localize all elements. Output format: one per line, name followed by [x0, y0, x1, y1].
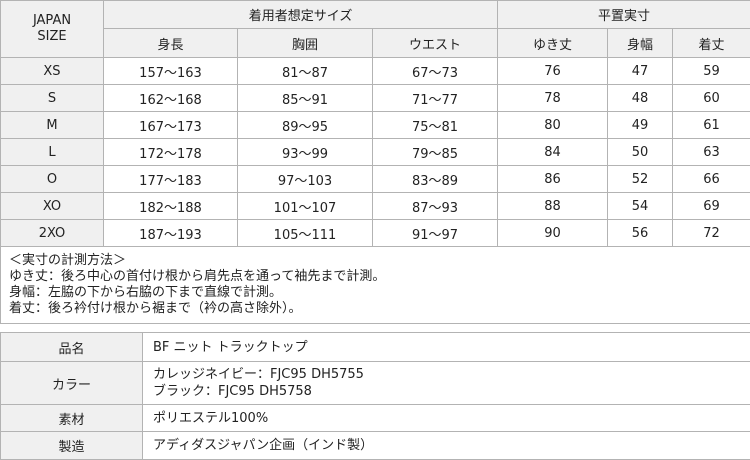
waist-value: 83～89: [373, 166, 498, 193]
height-value: 187～193: [104, 220, 238, 247]
chest-value: 81～87: [238, 58, 373, 85]
size-row-m: M 167～173 89～95 75～81 80 49 61: [1, 112, 750, 139]
body-width-value: 50: [608, 139, 673, 166]
column-header-waist: ウエスト: [373, 29, 498, 58]
column-header-sleeve-length: ゆき丈: [498, 29, 608, 58]
measurement-note-title: ＜実寸の計測方法＞: [9, 253, 742, 269]
product-color-row: カラー カレッジネイビー：FJC95 DH5755 ブラック：FJC95 DH5…: [1, 362, 750, 405]
product-material-label: 素材: [1, 405, 143, 432]
waist-value: 75～81: [373, 112, 498, 139]
size-row-l: L 172～178 93～99 79～85 84 50 63: [1, 139, 750, 166]
measurement-note-line-length: 着丈：後ろ衿付け根から裾まで（衿の高さ除外）。: [9, 301, 742, 317]
sleeve-length-value: 88: [498, 193, 608, 220]
product-color-value: カレッジネイビー：FJC95 DH5755 ブラック：FJC95 DH5758: [143, 362, 750, 405]
height-value: 172～178: [104, 139, 238, 166]
body-width-value: 54: [608, 193, 673, 220]
waist-value: 79～85: [373, 139, 498, 166]
size-chart-header-row-2: 身長 胸囲 ウエスト ゆき丈 身幅 着丈: [1, 29, 750, 58]
size-chart-table: JAPAN SIZE 着用者想定サイズ 平置実寸 身長 胸囲 ウエスト ゆき丈 …: [0, 0, 750, 324]
product-manufacture-row: 製造 アディダスジャパン企画（インド製）: [1, 432, 750, 460]
body-length-value: 61: [673, 112, 750, 139]
height-value: 167～173: [104, 112, 238, 139]
size-row-xo: XO 182～188 101～107 87～93 88 54 69: [1, 193, 750, 220]
wearer-size-group-header: 着用者想定サイズ: [104, 1, 498, 29]
column-header-height: 身長: [104, 29, 238, 58]
sleeve-length-value: 86: [498, 166, 608, 193]
body-length-value: 72: [673, 220, 750, 247]
waist-value: 71～77: [373, 85, 498, 112]
sleeve-length-value: 76: [498, 58, 608, 85]
sleeve-length-value: 84: [498, 139, 608, 166]
size-label: M: [1, 112, 104, 139]
product-color-label: カラー: [1, 362, 143, 405]
chest-value: 101～107: [238, 193, 373, 220]
body-length-value: 66: [673, 166, 750, 193]
body-length-value: 63: [673, 139, 750, 166]
sleeve-length-value: 90: [498, 220, 608, 247]
height-value: 182～188: [104, 193, 238, 220]
size-chart-header-row-1: JAPAN SIZE 着用者想定サイズ 平置実寸: [1, 1, 750, 29]
body-width-value: 47: [608, 58, 673, 85]
product-name-value: BF ニット トラックトップ: [143, 333, 750, 362]
body-length-value: 69: [673, 193, 750, 220]
body-length-value: 59: [673, 58, 750, 85]
body-length-value: 60: [673, 85, 750, 112]
product-material-row: 素材 ポリエステル100%: [1, 405, 750, 432]
product-manufacture-value: アディダスジャパン企画（インド製）: [143, 432, 750, 460]
column-header-body-width: 身幅: [608, 29, 673, 58]
size-row-o: O 177～183 97～103 83～89 86 52 66: [1, 166, 750, 193]
product-manufacture-label: 製造: [1, 432, 143, 460]
size-row-2xo: 2XO 187～193 105～111 91～97 90 56 72: [1, 220, 750, 247]
size-label: O: [1, 166, 104, 193]
body-width-value: 48: [608, 85, 673, 112]
height-value: 157～163: [104, 58, 238, 85]
column-header-chest: 胸囲: [238, 29, 373, 58]
body-width-value: 56: [608, 220, 673, 247]
size-label: XO: [1, 193, 104, 220]
height-value: 177～183: [104, 166, 238, 193]
chest-value: 89～95: [238, 112, 373, 139]
product-name-label: 品名: [1, 333, 143, 362]
sleeve-length-value: 80: [498, 112, 608, 139]
column-header-body-length: 着丈: [673, 29, 750, 58]
chest-value: 85～91: [238, 85, 373, 112]
chest-value: 93～99: [238, 139, 373, 166]
size-label: 2XO: [1, 220, 104, 247]
flat-measurement-group-header: 平置実寸: [498, 1, 750, 29]
measurement-note-cell: ＜実寸の計測方法＞ ゆき丈：後ろ中心の首付け根から肩先点を通って袖先まで計測。 …: [1, 247, 750, 324]
product-name-row: 品名 BF ニット トラックトップ: [1, 333, 750, 362]
waist-value: 91～97: [373, 220, 498, 247]
size-label: L: [1, 139, 104, 166]
chest-value: 105～111: [238, 220, 373, 247]
height-value: 162～168: [104, 85, 238, 112]
product-material-value: ポリエステル100%: [143, 405, 750, 432]
size-label: S: [1, 85, 104, 112]
sleeve-length-value: 78: [498, 85, 608, 112]
measurement-note-line-width: 身幅：左脇の下から右脇の下まで直線で計測。: [9, 285, 742, 301]
measurement-note-line-sleeve: ゆき丈：後ろ中心の首付け根から肩先点を通って袖先まで計測。: [9, 269, 742, 285]
measurement-note-row: ＜実寸の計測方法＞ ゆき丈：後ろ中心の首付け根から肩先点を通って袖先まで計測。 …: [1, 247, 750, 324]
size-row-xs: XS 157～163 81～87 67～73 76 47 59: [1, 58, 750, 85]
size-label: XS: [1, 58, 104, 85]
body-width-value: 52: [608, 166, 673, 193]
body-width-value: 49: [608, 112, 673, 139]
waist-value: 67～73: [373, 58, 498, 85]
chest-value: 97～103: [238, 166, 373, 193]
waist-value: 87～93: [373, 193, 498, 220]
product-info-table: 品名 BF ニット トラックトップ カラー カレッジネイビー：FJC95 DH5…: [0, 332, 750, 460]
size-row-s: S 162～168 85～91 71～77 78 48 60: [1, 85, 750, 112]
japan-size-header: JAPAN SIZE: [1, 1, 104, 58]
